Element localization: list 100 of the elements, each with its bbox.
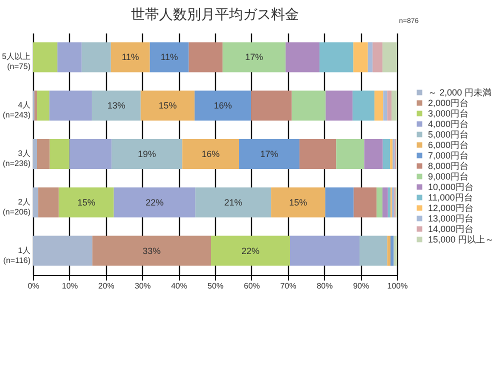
x-tick-label: 50% [207,282,224,290]
bar [239,138,300,170]
legend-label: 13,000円台 [428,214,474,224]
bar [374,90,384,121]
bar [360,236,388,266]
bar [382,187,388,218]
legend-label: 12,000円台 [428,203,474,213]
data-label: 17% [245,52,264,62]
bar [353,42,368,72]
bar [194,90,252,121]
bar [188,42,223,72]
bar [390,138,393,170]
bar [251,90,292,121]
bar [222,42,286,72]
bar [57,42,82,72]
x-tick-label: 30% [134,282,151,290]
bar [37,90,50,121]
bar [33,236,92,266]
data-label: 13% [107,100,126,111]
legend-label: 3,000円台 [428,108,469,118]
bar [387,236,390,266]
legend-label: 5,000円台 [428,130,469,140]
bar [33,138,38,170]
bar [210,236,290,266]
x-tick-label: 20% [98,282,114,290]
bar [50,138,70,170]
bar [325,187,354,218]
legend-label: 4,000円台 [428,119,469,129]
bar [299,138,336,170]
x-tick-label: 70% [280,282,296,290]
data-label: 17% [260,149,278,159]
bar [336,138,364,170]
bar [37,138,50,170]
bar [290,236,360,266]
bar [58,187,114,218]
bar [368,42,373,72]
x-tick-label: 100% [387,282,408,290]
bar [82,42,111,72]
data-label: 15% [158,100,177,111]
y-tick-label: 2人 (n=206) [2,197,31,216]
data-label: 16% [202,149,220,159]
bar [387,90,392,121]
bar [182,138,240,170]
legend-label: 8,000円台 [428,161,469,171]
bar [69,138,112,170]
x-tick-label: 60% [244,282,260,290]
legend-label: 14,000円台 [428,224,474,234]
bar [394,236,397,266]
bar [372,42,382,72]
bar [112,138,182,170]
x-tick-label: 90% [353,282,370,290]
bar [110,42,150,72]
bar [382,42,397,72]
data-label: 15% [289,197,308,208]
x-tick-label: 40% [171,282,188,290]
y-tick-label: 4人 (n=243) [2,100,31,120]
data-label: 11% [160,52,178,62]
legend-label: 6,000円台 [428,140,469,150]
y-tick-label: 3人 (n=236) [2,149,31,168]
chart-title: 世帯人数別月平均ガス料金 [131,6,299,22]
x-tick-label: 10% [62,282,78,290]
bar [38,187,59,218]
bar [319,42,354,72]
bar [364,138,383,170]
bar [388,187,390,218]
bar [392,90,397,121]
bar [382,138,390,170]
y-tick-label: 1人 (n=116) [3,246,31,265]
data-label: 33% [142,246,161,256]
bar [195,187,272,218]
bar [376,187,382,218]
data-label: 11% [122,52,140,62]
bar [150,42,189,72]
bar [383,90,388,121]
data-label: 22% [241,246,260,256]
legend-label: 10,000円台 [428,182,474,192]
data-label: 21% [224,197,242,208]
bar [326,90,353,121]
y-tick-label: 5人以上 (n=75) [2,52,31,72]
bar [92,90,141,121]
data-label: 16% [214,100,232,111]
bar [390,236,394,266]
legend-label: 11,000円台 [428,192,473,202]
bar [34,90,38,121]
legend-label: 9,000円台 [428,172,469,182]
bar [352,90,374,121]
data-label: 15% [77,197,96,208]
bar [140,90,195,121]
legend-label: 2,000円台 [428,98,469,108]
legend-label: 7,000円台 [428,150,469,160]
data-label: 19% [138,149,156,159]
bar [271,187,326,218]
bar [49,90,92,121]
bar [92,236,211,266]
bar [33,187,38,218]
x-tick-label: 0% [28,282,40,290]
bar [33,42,58,72]
legend-label: 15,000 円以上～ [428,234,494,244]
bar [354,187,377,218]
bar [292,90,326,121]
